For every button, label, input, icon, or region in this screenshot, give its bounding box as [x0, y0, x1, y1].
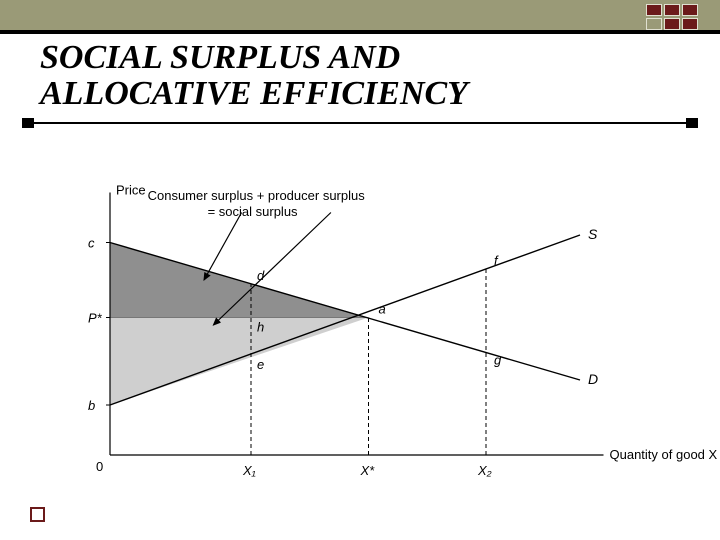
title-underline-rule: [22, 122, 698, 124]
producer-surplus-region: [110, 318, 369, 406]
y-tick-Pstar: P*: [88, 311, 103, 326]
annotation-line-1: Consumer surplus + producer surplus: [148, 188, 366, 203]
point-d: d: [257, 268, 265, 283]
decorative-underline: [0, 30, 720, 34]
surplus-chart: S D Price Quantity of good X 0 X₁ X* X₂ c P* b d h e a…: [0, 135, 720, 495]
x-tick-Xstar: X*: [360, 463, 376, 478]
y-tick-c: c: [88, 236, 95, 251]
point-h: h: [257, 320, 264, 335]
annotation-line-2: = social surplus: [208, 204, 298, 219]
point-e: e: [257, 357, 264, 372]
slide-title: SOCIAL SURPLUS AND ALLOCATIVE EFFICIENCY: [40, 40, 468, 111]
x-axis-label: Quantity of good X: [610, 447, 718, 462]
y-axis-label: Price: [116, 183, 146, 198]
title-line-2: ALLOCATIVE EFFICIENCY: [40, 76, 468, 112]
x-tick-X2: X₂: [477, 463, 492, 478]
y-tick-b: b: [88, 398, 95, 413]
decorative-grid: [646, 4, 698, 30]
point-g: g: [494, 353, 502, 368]
origin-label: 0: [96, 459, 103, 474]
annotation-arrow-0: [204, 213, 242, 281]
chart-svg: S D Price Quantity of good X 0 X₁ X* X₂ c P* b d h e a…: [0, 135, 720, 495]
point-f: f: [494, 253, 499, 268]
supply-label: S: [588, 226, 598, 242]
slide-bullet-icon: [30, 507, 45, 522]
title-line-1: SOCIAL SURPLUS AND: [40, 40, 468, 76]
decorative-top-band: [0, 0, 720, 30]
point-a: a: [379, 302, 386, 317]
x-tick-X1: X₁: [242, 463, 256, 478]
demand-label: D: [588, 371, 598, 387]
